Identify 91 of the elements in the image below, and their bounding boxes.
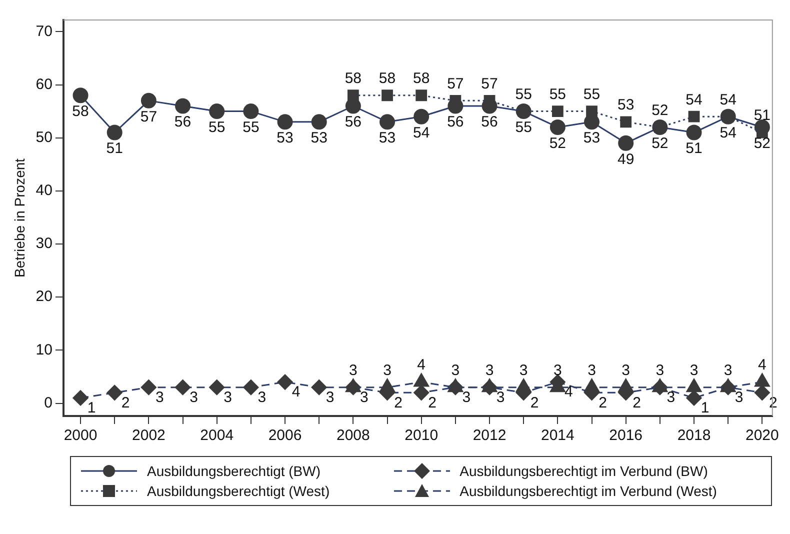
legend-label: Ausbildungsberechtigt (BW) (147, 463, 321, 479)
data-label: 54 (413, 124, 430, 142)
data-label: 4 (292, 384, 300, 401)
data-label: 2 (530, 394, 539, 412)
y-tick-label: 30 (36, 235, 52, 252)
x-tick-label: 2002 (132, 427, 166, 444)
data-label: 55 (242, 118, 260, 136)
y-tick-label: 10 (36, 341, 52, 358)
data-label: 57 (481, 75, 498, 92)
data-label: 3 (554, 362, 562, 379)
data-label: 3 (622, 362, 630, 379)
data-label: 3 (383, 362, 392, 379)
x-tick-label: 2010 (404, 427, 438, 444)
data-label: 2 (394, 394, 402, 412)
data-label: 2 (121, 394, 130, 412)
data-label: 4 (758, 356, 766, 374)
data-label: 3 (734, 388, 744, 406)
data-label: 53 (378, 130, 396, 147)
x-tick-label: 2008 (336, 427, 370, 444)
data-label: 3 (485, 362, 494, 379)
y-tick-label: 60 (36, 76, 52, 93)
data-label: 1 (700, 400, 710, 417)
y-tick-label: 70 (36, 22, 52, 40)
data-label: 3 (224, 388, 232, 406)
data-label: 54 (720, 124, 736, 142)
data-label: 58 (72, 103, 89, 120)
x-tick-label: 2016 (609, 427, 643, 444)
data-label: 58 (378, 70, 396, 88)
data-label: 3 (451, 362, 460, 379)
data-label: 52 (652, 102, 668, 119)
data-label: 55 (515, 86, 532, 103)
data-label: 3 (666, 388, 676, 406)
data-label: 56 (481, 114, 498, 131)
data-label: 52 (754, 134, 771, 152)
y-tick-label: 20 (36, 288, 52, 306)
data-label: 56 (174, 114, 192, 131)
data-label: 3 (349, 362, 358, 379)
data-label: 4 (417, 356, 426, 374)
data-label: 58 (413, 70, 430, 88)
data-label: 51 (686, 140, 702, 158)
data-label: 55 (549, 86, 566, 103)
data-label: 53 (583, 130, 600, 147)
data-label: 54 (720, 91, 736, 108)
data-label: 2 (598, 394, 607, 412)
data-label: 55 (515, 118, 532, 136)
data-label: 49 (618, 150, 634, 168)
data-label: 56 (447, 114, 464, 131)
data-label: 58 (344, 70, 362, 88)
data-label: 3 (360, 388, 368, 406)
data-label: 51 (106, 140, 123, 158)
data-label: 53 (618, 96, 634, 114)
data-label: 4 (564, 384, 573, 401)
x-tick-label: 2006 (268, 427, 302, 444)
data-label: 52 (652, 134, 668, 152)
data-label: 56 (344, 114, 362, 131)
data-label: 3 (519, 362, 528, 379)
data-label: 55 (208, 118, 226, 136)
data-label: 1 (87, 400, 96, 417)
y-tick-label: 0 (44, 394, 52, 412)
data-label: 3 (588, 362, 596, 379)
data-label: 2 (428, 394, 437, 412)
legend-label: Ausbildungsberechtigt (West) (147, 483, 330, 499)
data-label: 57 (447, 75, 464, 92)
data-label: 3 (156, 388, 164, 406)
y-tick-label: 50 (36, 128, 52, 146)
data-label: 3 (326, 388, 334, 406)
data-label: 53 (310, 130, 328, 147)
data-label: 2 (632, 394, 642, 412)
data-label: 3 (496, 388, 505, 406)
x-tick-label: 2014 (540, 427, 574, 444)
data-label: 54 (686, 91, 702, 108)
data-label: 55 (583, 86, 600, 103)
data-label: 51 (754, 107, 771, 124)
data-label: 3 (724, 362, 732, 379)
data-label: 52 (549, 134, 566, 152)
data-label: 3 (656, 362, 664, 379)
x-tick-label: 2018 (677, 427, 711, 444)
x-tick-label: 2004 (200, 427, 234, 444)
legend-label: Ausbildungsberechtigt im Verbund (BW) (460, 463, 708, 479)
x-tick-label: 2012 (472, 427, 506, 444)
x-tick-label: 2000 (64, 427, 98, 444)
data-label: 3 (462, 388, 471, 406)
data-label: 3 (690, 362, 698, 379)
data-label: 3 (258, 388, 266, 406)
y-tick-label: 40 (36, 182, 52, 200)
legend-label: Ausbildungsberechtigt im Verbund (West) (460, 483, 717, 499)
data-label: 53 (276, 130, 294, 147)
data-label: 57 (140, 108, 158, 126)
data-label: 3 (190, 388, 198, 406)
y-axis-title: Betriebe in Prozent (11, 158, 28, 278)
x-tick-label: 2020 (745, 427, 779, 444)
